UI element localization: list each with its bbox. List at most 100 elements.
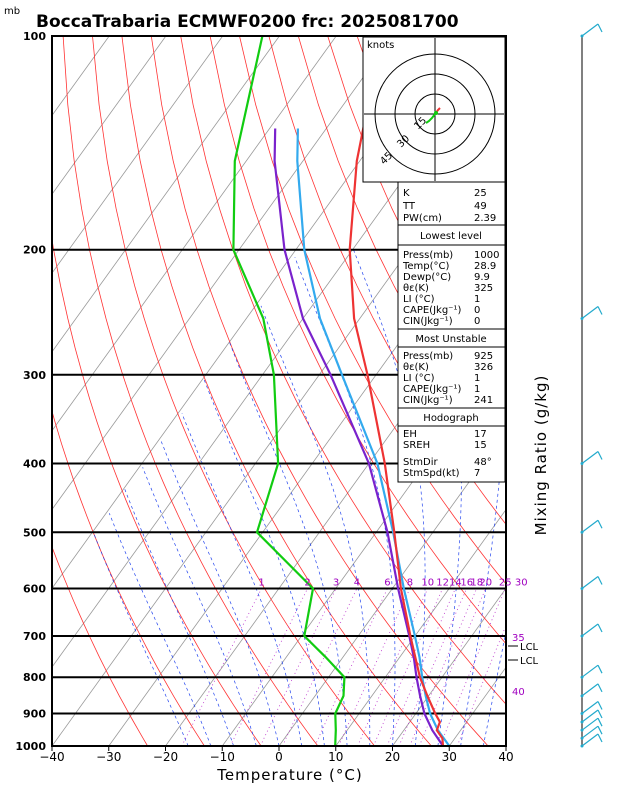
pressure-tick-label: 600 bbox=[23, 582, 46, 595]
hodograph-ring-15 bbox=[414, 93, 456, 135]
moist-adiabat-line bbox=[229, 342, 348, 746]
wind-barb-base bbox=[580, 694, 584, 698]
wind-barb-base bbox=[580, 634, 584, 638]
hodo-stmspd-value: 7 bbox=[474, 468, 480, 479]
hodograph-unit-label: knots bbox=[367, 40, 394, 51]
indices-frame bbox=[397, 181, 506, 483]
wind-barb bbox=[581, 519, 599, 533]
mixing-ratio-label: 4 bbox=[354, 578, 360, 589]
mixing-ratio-label: 18 bbox=[470, 578, 483, 589]
dry-adiabat-line bbox=[52, 545, 148, 746]
hodograph-ring-45 bbox=[374, 53, 496, 175]
moist-adiabat-line bbox=[160, 439, 280, 746]
hodograph-inset: knots 15 30 45 bbox=[362, 36, 506, 183]
isotherm-line bbox=[52, 36, 224, 274]
wind-barb bbox=[581, 450, 599, 464]
wind-barb bbox=[581, 623, 599, 637]
lowest-press-value: 1000 bbox=[474, 250, 499, 261]
wind-barb-base bbox=[580, 586, 584, 590]
dry-adiabat-line bbox=[592, 36, 618, 746]
dry-adiabat-line bbox=[92, 36, 375, 746]
mu-li-value: 1 bbox=[474, 373, 480, 384]
lcl-label-upper: LCL bbox=[520, 642, 539, 653]
mixing-ratio-line bbox=[357, 588, 429, 746]
temperature-tick-label: 40 bbox=[498, 750, 513, 764]
index-pw-value: 2.39 bbox=[474, 213, 496, 224]
virtual-temperature-line bbox=[296, 128, 451, 746]
dry-adiabat-line bbox=[268, 36, 506, 525]
hodograph-heading: Hodograph bbox=[423, 413, 478, 424]
mu-press-label: Press(mb) bbox=[403, 351, 453, 362]
lowest-thetae-value: 325 bbox=[474, 283, 493, 294]
mixing-ratio-line bbox=[181, 588, 262, 746]
lowest-cin-value: 0 bbox=[474, 316, 480, 327]
pressure-unit: mb bbox=[4, 6, 20, 17]
hodo-eh-value: 17 bbox=[474, 429, 487, 440]
mixing-ratio-label: 12 bbox=[436, 578, 449, 589]
y-axis-label: Mixing Ratio (g/kg) bbox=[532, 375, 550, 536]
wind-barb-flag bbox=[597, 23, 603, 33]
wind-barb bbox=[581, 683, 599, 697]
wind-barb-base bbox=[580, 720, 584, 724]
index-tt-value: 49 bbox=[474, 201, 487, 212]
x-axis-label: Temperature (°C) bbox=[216, 766, 362, 784]
mu-thetae-label: θε(K) bbox=[403, 362, 429, 373]
wind-barb-base bbox=[580, 317, 584, 321]
mixing-ratio-label: 2 bbox=[304, 578, 310, 589]
dry-adiabat-line bbox=[52, 409, 205, 746]
wind-barb bbox=[581, 306, 599, 320]
temperature-tick-label: −10 bbox=[210, 750, 235, 764]
mixing-ratio-label: 8 bbox=[407, 578, 413, 589]
wind-barb-base bbox=[580, 34, 584, 38]
indices-panel: K 25 TT 49 PW(cm) 2.39 Lowest level Pres… bbox=[397, 181, 506, 483]
pressure-tick-label: 1000 bbox=[15, 740, 46, 753]
mixing-ratio-line bbox=[439, 588, 506, 746]
most-unstable-heading: Most Unstable bbox=[415, 334, 486, 345]
hodograph-storm-motion-marker bbox=[434, 111, 438, 115]
temperature-ticks: −40 −30 −20 −10 0 10 20 30 40 bbox=[39, 746, 514, 764]
lowest-temp-value: 28.9 bbox=[474, 261, 496, 272]
wind-barb-flag bbox=[597, 709, 603, 719]
lowest-cin-label: CIN(Jkg⁻¹) bbox=[403, 316, 453, 327]
index-k-label: K bbox=[403, 188, 410, 199]
mu-cape-value: 1 bbox=[474, 384, 480, 395]
dry-adiabat-line bbox=[239, 36, 506, 585]
mu-li-label: LI (°C) bbox=[403, 373, 435, 384]
hodo-eh-label: EH bbox=[403, 429, 417, 440]
wind-barb-flag bbox=[597, 733, 603, 743]
hodo-stmdir-value: 48° bbox=[474, 457, 492, 468]
lowest-press-label: Press(mb) bbox=[403, 250, 453, 261]
wind-barb-base bbox=[580, 712, 584, 716]
lowest-temp-label: Temp(°C) bbox=[402, 261, 450, 272]
wind-barb bbox=[581, 701, 599, 714]
mu-cape-label: CAPE(Jkg⁻¹) bbox=[403, 384, 461, 395]
dewpoint-line bbox=[232, 36, 346, 746]
temperature-tick-label: 0 bbox=[275, 750, 283, 764]
hodograph-trace-low bbox=[425, 113, 436, 124]
lowest-cape-label: CAPE(Jkg⁻¹) bbox=[403, 305, 461, 316]
side-label-40: 40 bbox=[512, 687, 525, 698]
mixing-ratio-label: 30 bbox=[515, 578, 528, 589]
lowest-cape-value: 0 bbox=[474, 305, 480, 316]
pressure-tick-label: 500 bbox=[23, 526, 46, 539]
wind-barb-base bbox=[580, 736, 584, 740]
wind-barb-flag bbox=[597, 306, 603, 315]
mu-cin-label: CIN(Jkg⁻¹) bbox=[403, 395, 453, 406]
hodograph-ring-30 bbox=[394, 73, 476, 155]
hodo-stmdir-label: StmDir bbox=[403, 457, 438, 468]
temperature-tick-label: −20 bbox=[153, 750, 178, 764]
dry-adiabat-line bbox=[209, 36, 506, 645]
hodograph-frame bbox=[362, 36, 506, 183]
dry-adiabat-line bbox=[121, 36, 432, 746]
wind-barb bbox=[581, 576, 599, 589]
moist-adiabat-line bbox=[142, 467, 257, 746]
wind-barb-flag bbox=[597, 576, 603, 585]
mu-press-value: 925 bbox=[474, 351, 493, 362]
index-k-value: 25 bbox=[474, 188, 487, 199]
wind-barb bbox=[581, 717, 599, 731]
hodo-stmspd-label: StmSpd(kt) bbox=[403, 468, 460, 479]
moist-adiabat-line bbox=[260, 305, 371, 746]
lowest-thetae-label: θε(K) bbox=[403, 283, 429, 294]
